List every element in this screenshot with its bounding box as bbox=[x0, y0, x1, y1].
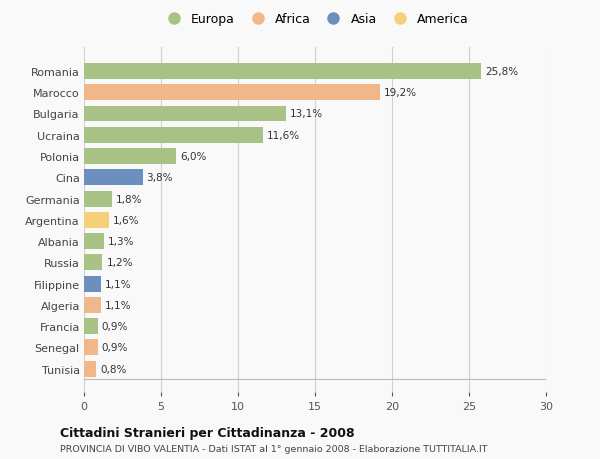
Text: 1,2%: 1,2% bbox=[106, 258, 133, 268]
Bar bbox=[84, 361, 97, 377]
Text: 0,9%: 0,9% bbox=[102, 342, 128, 353]
Bar bbox=[84, 149, 176, 165]
Bar bbox=[84, 213, 109, 228]
Text: 1,1%: 1,1% bbox=[105, 300, 131, 310]
Bar bbox=[84, 64, 481, 80]
Text: Cittadini Stranieri per Cittadinanza - 2008: Cittadini Stranieri per Cittadinanza - 2… bbox=[60, 426, 355, 439]
Legend: Europa, Africa, Asia, America: Europa, Africa, Asia, America bbox=[161, 13, 469, 26]
Bar bbox=[84, 276, 101, 292]
Text: 3,8%: 3,8% bbox=[146, 173, 173, 183]
Text: 19,2%: 19,2% bbox=[383, 88, 416, 98]
Text: 11,6%: 11,6% bbox=[266, 130, 299, 140]
Text: 6,0%: 6,0% bbox=[180, 151, 206, 162]
Bar bbox=[84, 340, 98, 356]
Text: 1,6%: 1,6% bbox=[112, 215, 139, 225]
Text: 25,8%: 25,8% bbox=[485, 67, 518, 77]
Bar bbox=[84, 106, 286, 122]
Text: PROVINCIA DI VIBO VALENTIA - Dati ISTAT al 1° gennaio 2008 - Elaborazione TUTTIT: PROVINCIA DI VIBO VALENTIA - Dati ISTAT … bbox=[60, 444, 487, 453]
Bar bbox=[84, 128, 263, 143]
Bar bbox=[84, 234, 104, 250]
Bar bbox=[84, 170, 143, 186]
Text: 0,8%: 0,8% bbox=[100, 364, 127, 374]
Text: 1,3%: 1,3% bbox=[108, 236, 134, 246]
Text: 0,9%: 0,9% bbox=[102, 321, 128, 331]
Bar bbox=[84, 85, 380, 101]
Text: 1,8%: 1,8% bbox=[116, 194, 142, 204]
Text: 13,1%: 13,1% bbox=[290, 109, 323, 119]
Text: 1,1%: 1,1% bbox=[105, 279, 131, 289]
Bar bbox=[84, 255, 103, 271]
Bar bbox=[84, 191, 112, 207]
Bar bbox=[84, 297, 101, 313]
Bar bbox=[84, 319, 98, 334]
